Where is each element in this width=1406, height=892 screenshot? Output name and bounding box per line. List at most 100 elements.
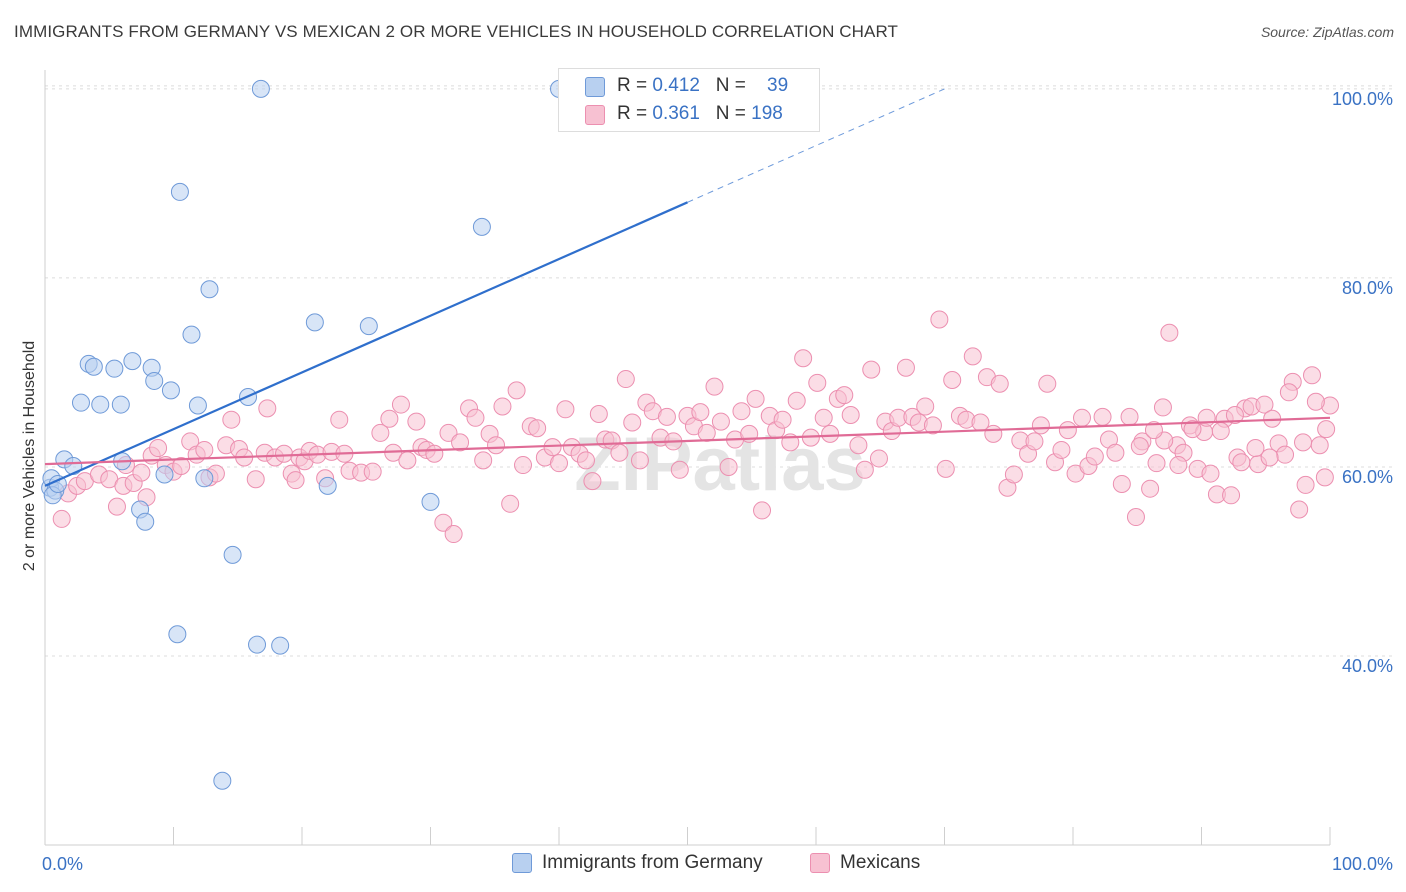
mexican-r-value: 0.361 bbox=[652, 103, 700, 124]
point-mexican bbox=[862, 360, 881, 379]
point-mexican bbox=[990, 374, 1009, 393]
point-mexican bbox=[398, 451, 417, 470]
point-mexican bbox=[923, 416, 942, 435]
series-legend: Immigrants from Germany Mexicans bbox=[0, 852, 1406, 878]
point-germany bbox=[91, 395, 110, 414]
point-mexican bbox=[1160, 323, 1179, 342]
point-germany bbox=[136, 512, 155, 531]
tick-labels: 40.0% 60.0% 80.0% 100.0% 0.0% 100.0% bbox=[42, 89, 1393, 874]
point-mexican bbox=[107, 497, 126, 516]
point-germany bbox=[271, 636, 290, 655]
point-mexican bbox=[1072, 408, 1091, 427]
point-mexican bbox=[1211, 422, 1230, 441]
point-mexican bbox=[286, 471, 305, 490]
point-mexican bbox=[1144, 421, 1163, 440]
grid-lines bbox=[45, 85, 1395, 657]
point-mexican bbox=[1276, 445, 1295, 464]
point-germany bbox=[123, 352, 142, 371]
point-germany bbox=[161, 381, 180, 400]
point-germany bbox=[168, 625, 187, 644]
point-germany bbox=[195, 469, 214, 488]
point-germany bbox=[213, 771, 232, 790]
point-mexican bbox=[1183, 420, 1202, 439]
germany-stats: R = 0.412 N = 39 bbox=[617, 73, 788, 99]
point-mexican bbox=[616, 370, 635, 389]
mexican-n-label: N = bbox=[715, 103, 746, 124]
point-mexican bbox=[670, 460, 689, 479]
point-mexican bbox=[132, 463, 151, 482]
point-germany bbox=[145, 371, 164, 390]
point-mexican bbox=[657, 407, 676, 426]
point-mexican bbox=[434, 513, 453, 532]
point-mexican bbox=[466, 408, 485, 427]
point-mexican bbox=[380, 409, 399, 428]
point-mexican bbox=[936, 459, 955, 478]
point-mexican bbox=[52, 509, 71, 528]
point-germany bbox=[472, 217, 491, 236]
point-mexican bbox=[808, 373, 827, 392]
legend-label-mexicans: Mexicans bbox=[840, 852, 921, 873]
point-mexican bbox=[576, 451, 595, 470]
point-mexican bbox=[222, 410, 241, 429]
point-mexican bbox=[1222, 486, 1241, 505]
point-mexican bbox=[705, 377, 724, 396]
point-mexican bbox=[814, 408, 833, 427]
point-mexican bbox=[697, 423, 716, 442]
point-mexican bbox=[711, 412, 730, 431]
point-mexican bbox=[746, 389, 765, 408]
point-mexican bbox=[149, 439, 168, 458]
point-mexican bbox=[275, 444, 294, 463]
point-germany bbox=[170, 182, 189, 201]
germany-n-value: 39 bbox=[767, 75, 789, 96]
point-mexican bbox=[589, 405, 608, 424]
point-mexican bbox=[1120, 407, 1139, 426]
y-tick-label: 100.0% bbox=[1332, 89, 1393, 109]
point-mexican bbox=[787, 391, 806, 410]
germany-swatch bbox=[585, 77, 605, 97]
source-label: Source: ZipAtlas.com bbox=[1260, 24, 1394, 40]
point-mexican bbox=[1106, 443, 1125, 462]
point-mexican bbox=[550, 454, 568, 473]
trend-line-germany bbox=[44, 201, 688, 487]
point-mexican bbox=[1093, 407, 1112, 426]
point-germany bbox=[105, 359, 124, 378]
germany-r-label: R = bbox=[617, 75, 648, 96]
point-mexican bbox=[855, 460, 874, 479]
y-tick-label: 40.0% bbox=[1342, 656, 1393, 676]
point-mexican bbox=[841, 405, 860, 424]
point-mexican bbox=[753, 501, 772, 520]
point-mexican bbox=[1141, 479, 1160, 498]
point-mexican bbox=[943, 371, 962, 389]
point-mexican bbox=[1255, 395, 1274, 414]
point-mexican bbox=[930, 310, 949, 329]
trend-lines bbox=[44, 88, 1331, 487]
legend-label-germany: Immigrants from Germany bbox=[542, 852, 763, 873]
point-germany bbox=[248, 635, 267, 654]
point-mexican bbox=[1130, 437, 1149, 456]
mexican-swatch bbox=[585, 105, 605, 125]
point-mexican bbox=[330, 410, 349, 429]
point-mexican bbox=[1201, 464, 1220, 483]
point-mexican bbox=[984, 424, 1003, 443]
point-mexican bbox=[719, 457, 738, 476]
point-mexican bbox=[869, 449, 888, 468]
point-mexican bbox=[507, 381, 526, 400]
point-mexican bbox=[1317, 420, 1336, 439]
point-mexican bbox=[1112, 474, 1131, 493]
axes bbox=[44, 70, 1331, 846]
point-mexican bbox=[691, 403, 710, 422]
point-germany bbox=[200, 280, 219, 299]
point-mexican bbox=[1169, 456, 1188, 475]
point-mexican bbox=[1310, 436, 1329, 455]
point-mexican bbox=[172, 457, 191, 476]
point-mexican bbox=[391, 395, 410, 414]
point-mexican bbox=[1290, 500, 1309, 519]
point-mexican bbox=[1315, 468, 1334, 487]
point-germany bbox=[182, 325, 201, 344]
mexican-r-label: R = bbox=[617, 103, 648, 124]
point-germany bbox=[64, 457, 83, 476]
mexican-n-value: 198 bbox=[751, 103, 783, 124]
point-mexican bbox=[425, 444, 444, 463]
chart-title: IMMIGRANTS FROM GERMANY VS MEXICAN 2 OR … bbox=[14, 22, 899, 41]
